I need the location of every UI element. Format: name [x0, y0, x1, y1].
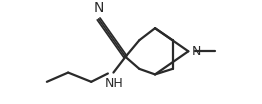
- Text: N: N: [192, 45, 201, 58]
- Text: NH: NH: [105, 77, 124, 90]
- Text: N: N: [94, 1, 104, 15]
